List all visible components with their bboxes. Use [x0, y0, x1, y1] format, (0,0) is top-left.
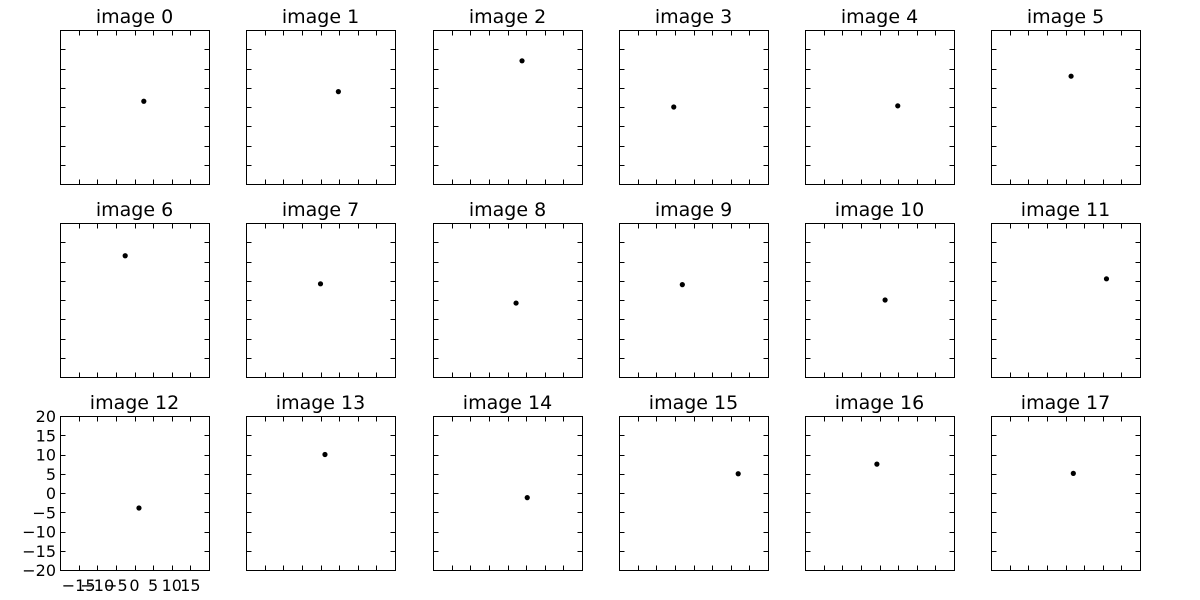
data-point — [735, 471, 741, 477]
axes-frame — [60, 223, 210, 378]
subplot-14: image 14 — [433, 392, 583, 571]
data-point — [1070, 470, 1076, 476]
data-point — [317, 281, 324, 287]
x-tick-label: −5 — [104, 576, 128, 595]
subplot-title: image 8 — [469, 199, 546, 221]
axes-frame — [619, 416, 769, 571]
subplot-title: image 16 — [835, 392, 924, 414]
subplot-13: image 13 — [246, 392, 396, 571]
y-tick-label: 0 — [46, 484, 56, 503]
y-tick-label: −15 — [22, 542, 56, 561]
axes-frame — [805, 223, 955, 378]
subplot-title: image 4 — [841, 6, 918, 28]
subplot-title: image 9 — [655, 199, 732, 221]
data-point — [136, 505, 142, 511]
y-tick-label: 5 — [46, 465, 56, 484]
data-point — [679, 282, 685, 288]
subplot-title: image 14 — [463, 392, 552, 414]
subplot-title: image 15 — [649, 392, 738, 414]
y-tick-label: −5 — [32, 503, 56, 522]
axes-frame — [60, 30, 210, 185]
subplot-title: image 17 — [1021, 392, 1110, 414]
subplot-2: image 2 — [433, 6, 583, 185]
data-point — [335, 89, 341, 95]
subplot-title: image 0 — [96, 6, 173, 28]
x-tick-label: 10 — [162, 576, 182, 595]
data-point — [874, 461, 880, 467]
subplot-title: image 7 — [282, 199, 359, 221]
data-point — [882, 297, 888, 303]
subplot-title: image 6 — [96, 199, 173, 221]
axes-frame — [433, 30, 583, 185]
x-tick-label: −10 — [80, 576, 114, 595]
x-tick-label: −15 — [62, 576, 96, 595]
x-tick-label: 5 — [148, 576, 158, 595]
y-tick-label: 15 — [36, 426, 56, 445]
subplot-9: image 9 — [619, 199, 769, 378]
y-tick-label: −20 — [22, 561, 56, 580]
panel-grid: image 0 image 1 image 2 image 3 image 4 image… — [22, 6, 1141, 595]
y-tick-label: 20 — [36, 407, 56, 426]
axes-frame — [805, 416, 955, 571]
axes-frame — [991, 30, 1141, 185]
axes-frame — [991, 416, 1141, 571]
data-point — [524, 495, 530, 501]
data-point — [1068, 73, 1074, 79]
subplot-title: image 5 — [1027, 6, 1104, 28]
axes-frame — [991, 223, 1141, 378]
axes-frame — [246, 223, 396, 378]
data-point — [1103, 276, 1110, 282]
x-tick-label: 0 — [129, 576, 139, 595]
axes-frame — [246, 416, 396, 571]
subplot-8: image 8 — [433, 199, 583, 378]
data-point — [322, 451, 328, 458]
subplot-title: image 3 — [655, 6, 732, 28]
axes-frame — [60, 416, 210, 571]
y-tick-label: 10 — [36, 446, 56, 465]
subplot-0: image 0 — [60, 6, 210, 185]
subplot-title: image 1 — [282, 6, 359, 28]
subplot-title: image 10 — [835, 199, 924, 221]
axes-frame — [246, 30, 396, 185]
subplot-4: image 4 — [805, 6, 955, 185]
subplot-12: image 12−15−10−5 0 5 1015−20−15−10−50510152… — [22, 392, 210, 595]
subplot-3: image 3 — [619, 6, 769, 185]
x-tick-label: 15 — [180, 576, 200, 595]
subplot-7: image 7 — [246, 199, 396, 378]
data-point — [519, 58, 525, 64]
subplot-17: image 17 — [991, 392, 1141, 571]
subplot-6: image 6 — [60, 199, 210, 378]
subplot-5: image 5 — [991, 6, 1141, 185]
subplot-title: image 13 — [276, 392, 365, 414]
axes-frame — [805, 30, 955, 185]
axes-frame — [433, 416, 583, 571]
data-point — [141, 98, 147, 104]
data-point — [122, 253, 128, 259]
data-point — [513, 300, 519, 306]
subplot-title: image 11 — [1021, 199, 1110, 221]
subplot-11: image 11 — [991, 199, 1141, 378]
subplot-title: image 12 — [90, 392, 179, 414]
subplot-1: image 1 — [246, 6, 396, 185]
data-point — [671, 104, 677, 110]
axes-frame — [433, 223, 583, 378]
subplot-16: image 16 — [805, 392, 955, 571]
subplot-title: image 2 — [469, 6, 546, 28]
axes-frame — [619, 30, 769, 185]
y-tick-label: −10 — [22, 523, 56, 542]
axes-frame — [619, 223, 769, 378]
data-point — [895, 103, 901, 109]
subplot-15: image 15 — [619, 392, 769, 571]
subplot-10: image 10 — [805, 199, 955, 378]
